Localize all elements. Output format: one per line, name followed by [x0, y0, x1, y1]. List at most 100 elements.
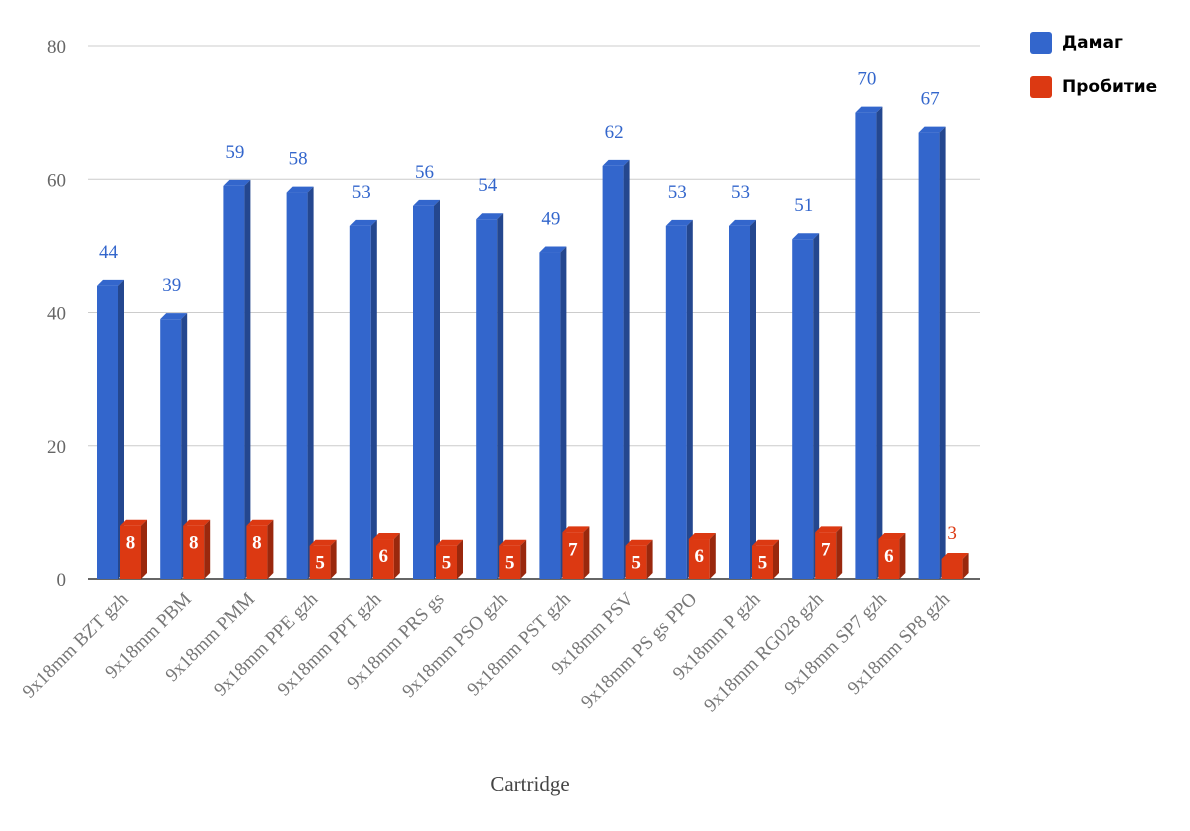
x-axis-title: Cartridge — [490, 772, 570, 796]
y-tick-label: 0 — [57, 570, 67, 591]
bar-penetration-side — [393, 533, 400, 579]
bar-damage-front — [729, 225, 750, 579]
bar-damage-side — [686, 219, 693, 579]
data-label-damage: 58 — [289, 149, 308, 170]
legend-swatch-penetration — [1030, 76, 1052, 98]
bar-penetration-front — [562, 532, 584, 579]
bar-penetration-top — [562, 526, 590, 533]
bar-damage-top — [223, 179, 251, 186]
x-tick-label: 9x18mm PS gs PPO — [577, 589, 701, 713]
bar-damage-front — [602, 165, 624, 580]
bar-penetration-front — [436, 545, 457, 579]
bar-damage — [602, 159, 630, 580]
bar-damage-side — [750, 219, 756, 579]
bar-damage-side — [623, 159, 630, 580]
data-label-penetration: 8 — [126, 533, 136, 554]
bar-damage — [286, 186, 314, 579]
bar-penetration-side — [709, 533, 716, 579]
bar-damage-top — [665, 219, 693, 226]
bar-damage-front — [97, 285, 118, 579]
bar-damage — [665, 219, 693, 579]
bar-penetration-top — [625, 539, 653, 546]
bar-damage-front — [286, 192, 308, 579]
bar-damage — [413, 199, 440, 579]
y-tick-label: 40 — [47, 304, 66, 325]
bar-penetration-front — [815, 532, 837, 579]
data-label-damage: 53 — [352, 182, 371, 203]
bar-penetration-side — [267, 519, 274, 579]
data-label-penetration: 5 — [315, 553, 325, 574]
bar-damage-side — [560, 246, 567, 579]
bar-damage-side — [370, 219, 377, 579]
bar-penetration — [499, 539, 527, 579]
data-label-damage: 59 — [225, 142, 244, 163]
bar-damage-side — [307, 186, 314, 579]
bar-penetration — [183, 519, 211, 579]
data-label-penetration: 3 — [947, 523, 957, 544]
bar-damage-front — [160, 319, 182, 579]
bar-damage-front — [539, 252, 561, 579]
data-label-penetration: 6 — [379, 546, 389, 567]
bar-penetration-front — [752, 545, 773, 579]
data-label-damage: 53 — [668, 182, 687, 203]
bar-penetration-top — [499, 539, 527, 546]
bar-penetration — [309, 539, 337, 579]
bar-penetration-front — [941, 559, 963, 579]
data-label-damage: 62 — [605, 122, 624, 143]
data-label-penetration: 5 — [442, 553, 452, 574]
bar-damage-side — [181, 313, 188, 579]
bar-damage-front — [413, 205, 434, 579]
bar-penetration-top — [878, 533, 906, 540]
x-tick-label: 9x18mm BZT gzh — [19, 588, 133, 702]
bar-damage-side — [118, 279, 124, 579]
bar-damage-top — [349, 219, 377, 226]
bar-penetration-front — [499, 545, 521, 579]
bar-damage-front — [223, 185, 245, 579]
bar-penetration-top — [752, 539, 779, 546]
y-tick-label: 60 — [47, 170, 66, 191]
bar-penetration-front — [183, 525, 205, 579]
legend-label-damage: Дамаг — [1062, 33, 1123, 53]
bar-damage — [349, 219, 377, 579]
data-label-damage: 44 — [99, 242, 119, 263]
y-tick-label: 20 — [47, 437, 66, 458]
legend-swatch-damage — [1030, 32, 1052, 54]
data-label-penetration: 7 — [568, 539, 578, 560]
bar-damage-front — [792, 239, 814, 579]
bar-damage — [476, 213, 504, 579]
data-label-damage: 67 — [921, 89, 940, 110]
bar-penetration — [372, 533, 400, 579]
bar-penetration-side — [141, 519, 147, 579]
bar-damage-side — [876, 106, 883, 579]
bar-damage — [918, 126, 946, 580]
legend-item-penetration[interactable]: Пробитие — [1030, 74, 1157, 100]
bar-penetration-top — [941, 553, 969, 560]
bar-penetration-top — [309, 539, 337, 546]
bar-penetration-side — [330, 539, 337, 579]
bar-damage-front — [476, 219, 498, 579]
bar-penetration-front — [372, 539, 394, 579]
bar-damage — [160, 313, 188, 579]
y-tick-label: 80 — [47, 37, 66, 58]
data-label-damage: 39 — [162, 275, 181, 296]
bar-penetration-top — [246, 519, 274, 526]
bar-damage-side — [813, 233, 820, 579]
bar-penetration-side — [204, 519, 211, 579]
legend-label-penetration: Пробитие — [1062, 77, 1158, 97]
bar-penetration — [688, 533, 716, 579]
bar-penetration — [752, 539, 779, 579]
bar-damage-front — [918, 132, 940, 580]
data-label-penetration: 5 — [505, 553, 515, 574]
legend-item-damage[interactable]: Дамаг — [1030, 30, 1157, 56]
bar-damage-front — [349, 225, 371, 579]
bar-penetration-top — [436, 539, 463, 546]
bar-damage-top — [918, 126, 946, 133]
data-label-penetration: 6 — [695, 546, 705, 567]
bar-damage — [729, 219, 756, 579]
bar-penetration-front — [309, 545, 331, 579]
bar-penetration-side — [646, 539, 653, 579]
data-label-damage: 51 — [794, 195, 813, 216]
data-label-penetration: 5 — [758, 553, 768, 574]
bar-damage-side — [939, 126, 946, 580]
bar-penetration-top — [372, 533, 400, 540]
